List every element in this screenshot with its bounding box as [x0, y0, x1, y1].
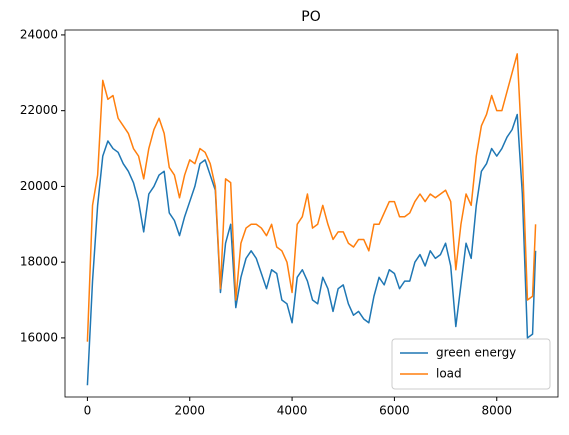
plot-frame	[64, 29, 559, 398]
x-tick-label: 8000	[481, 404, 512, 418]
y-tick-label: 22000	[20, 103, 58, 117]
legend-label: green energy	[436, 346, 516, 360]
y-tick-label: 16000	[20, 330, 58, 344]
legend-label: load	[436, 367, 462, 381]
x-tick-label: 2000	[174, 404, 205, 418]
legend-box	[391, 338, 551, 390]
y-tick-label: 20000	[20, 179, 58, 193]
x-tick-label: 0	[84, 404, 92, 418]
y-tick-label: 24000	[20, 27, 58, 41]
x-tick-label: 4000	[277, 404, 308, 418]
series-line	[86, 53, 537, 342]
chart-title: PO	[301, 9, 320, 25]
y-tick-label: 18000	[20, 255, 58, 269]
series-line	[86, 113, 537, 386]
x-tick-label: 6000	[379, 404, 410, 418]
